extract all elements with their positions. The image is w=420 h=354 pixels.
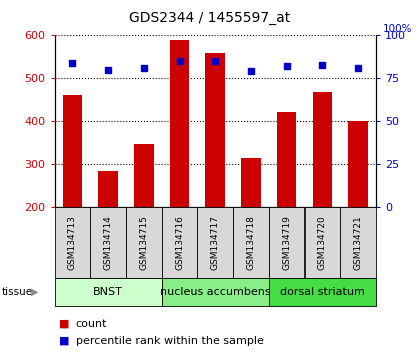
Text: ▶: ▶	[31, 287, 38, 297]
Bar	[162, 278, 269, 306]
Bar	[162, 207, 197, 278]
Point	[176, 58, 183, 64]
Text: percentile rank within the sample: percentile rank within the sample	[76, 336, 263, 346]
Bar	[340, 207, 376, 278]
Bar	[269, 207, 304, 278]
Bar	[126, 207, 162, 278]
Text: count: count	[76, 319, 107, 329]
Text: tissue: tissue	[2, 287, 33, 297]
Text: GSM134713: GSM134713	[68, 215, 77, 270]
Text: GSM134716: GSM134716	[175, 215, 184, 270]
Text: GSM134718: GSM134718	[247, 215, 255, 270]
Bar	[98, 171, 118, 207]
Bar	[170, 40, 189, 207]
Text: BNST: BNST	[93, 287, 123, 297]
Bar	[63, 96, 82, 207]
Text: GSM134717: GSM134717	[211, 215, 220, 270]
Bar	[277, 112, 297, 207]
Bar	[197, 207, 233, 278]
Bar	[348, 121, 368, 207]
Bar	[312, 92, 332, 207]
Point	[354, 65, 361, 71]
Text: GSM134720: GSM134720	[318, 215, 327, 270]
Bar	[134, 144, 154, 207]
Text: GSM134719: GSM134719	[282, 215, 291, 270]
Point	[283, 63, 290, 69]
Bar	[55, 278, 162, 306]
Point	[212, 58, 219, 64]
Text: GSM134715: GSM134715	[139, 215, 148, 270]
Bar	[304, 207, 340, 278]
Text: nucleus accumbens: nucleus accumbens	[160, 287, 270, 297]
Point	[105, 67, 112, 73]
Bar	[205, 53, 225, 207]
Text: GDS2344 / 1455597_at: GDS2344 / 1455597_at	[129, 11, 291, 25]
Bar	[55, 207, 90, 278]
Point	[140, 65, 147, 71]
Bar	[241, 158, 261, 207]
Point	[319, 62, 326, 67]
Text: GSM134714: GSM134714	[104, 215, 113, 270]
Text: dorsal striatum: dorsal striatum	[280, 287, 365, 297]
Text: ■: ■	[59, 336, 69, 346]
Bar	[233, 207, 269, 278]
Point	[248, 69, 255, 74]
Text: ■: ■	[59, 319, 69, 329]
Text: GSM134721: GSM134721	[354, 215, 362, 270]
Bar	[269, 278, 376, 306]
Point	[69, 60, 76, 66]
Bar	[90, 207, 126, 278]
Text: 100%: 100%	[382, 24, 412, 34]
